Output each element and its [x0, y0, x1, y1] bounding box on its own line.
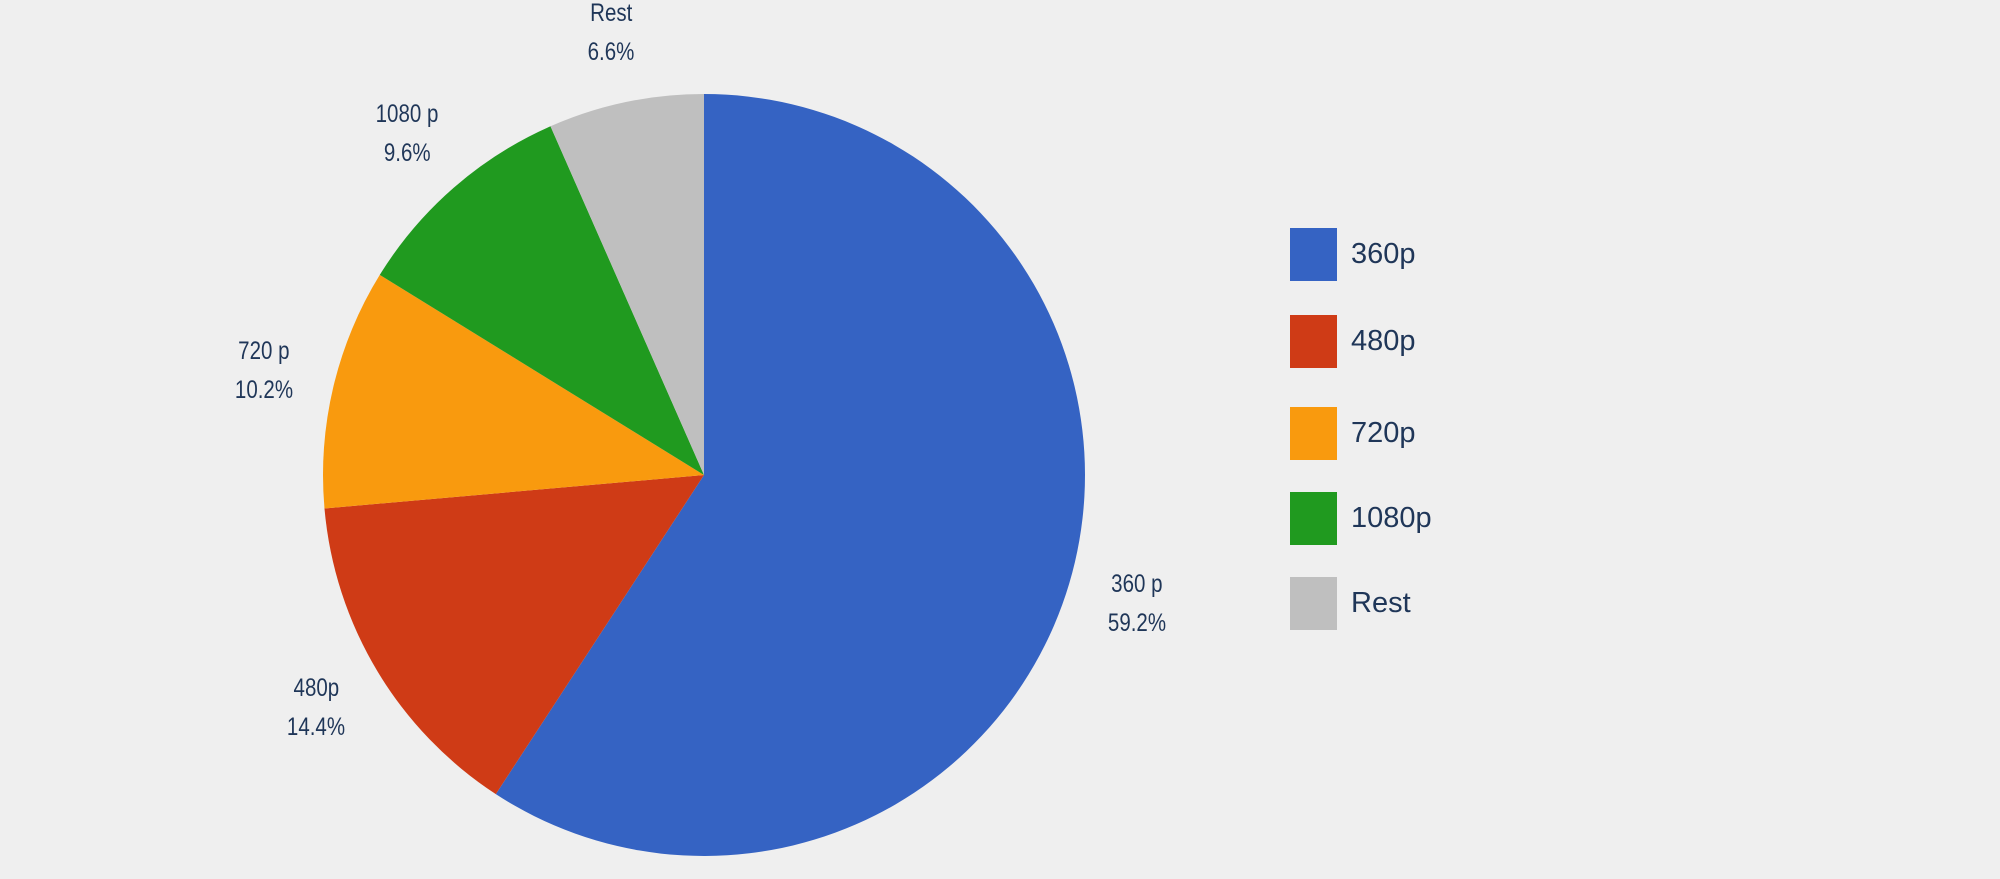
slice-percent-label: 10.2% — [235, 375, 294, 404]
pie-slice-720p — [323, 274, 704, 509]
pie-slice-rest — [550, 94, 704, 475]
legend-label: 480p — [1351, 325, 1416, 357]
pie-slice-360p — [495, 94, 1085, 856]
pie-slice-1080p — [379, 126, 704, 475]
legend-swatch — [1290, 492, 1337, 545]
legend-label: 720p — [1351, 417, 1416, 449]
slice-label-rest: Rest 6.6% — [582, 0, 639, 72]
legend-swatch — [1290, 228, 1337, 281]
legend-item-1080p: 1080p — [1290, 492, 1432, 545]
legend-label: Rest — [1351, 587, 1411, 619]
slice-category-label: 360 p — [1111, 569, 1163, 598]
slice-label-480p: 480p 14.4% — [281, 669, 352, 747]
legend-swatch — [1290, 577, 1337, 630]
pie-slice-480p — [324, 475, 704, 795]
legend-item-720p: 720p — [1290, 407, 1416, 460]
slice-label-360p: 360 p 59.2% — [1102, 565, 1173, 643]
slice-category-label: Rest — [589, 0, 633, 27]
legend-swatch — [1290, 407, 1337, 460]
legend-label: 360p — [1351, 238, 1416, 270]
slice-percent-label: 59.2% — [1108, 608, 1167, 637]
legend-item-360p: 360p — [1290, 228, 1416, 281]
slice-label-1080p: 1080 p 9.6% — [369, 95, 445, 173]
legend-swatch — [1290, 315, 1337, 368]
slice-label-720p: 720 p 10.2% — [229, 332, 300, 410]
slice-percent-label: 9.6% — [383, 139, 431, 168]
legend-item-rest: Rest — [1290, 577, 1411, 630]
slice-percent-label: 6.6% — [587, 37, 635, 66]
slice-percent-label: 14.4% — [287, 712, 346, 741]
slice-category-label: 480p — [293, 673, 340, 702]
slice-category-label: 720 p — [238, 336, 290, 365]
legend-item-480p: 480p — [1290, 315, 1416, 368]
slice-category-label: 1080 p — [375, 100, 439, 129]
legend-label: 1080p — [1351, 502, 1432, 534]
